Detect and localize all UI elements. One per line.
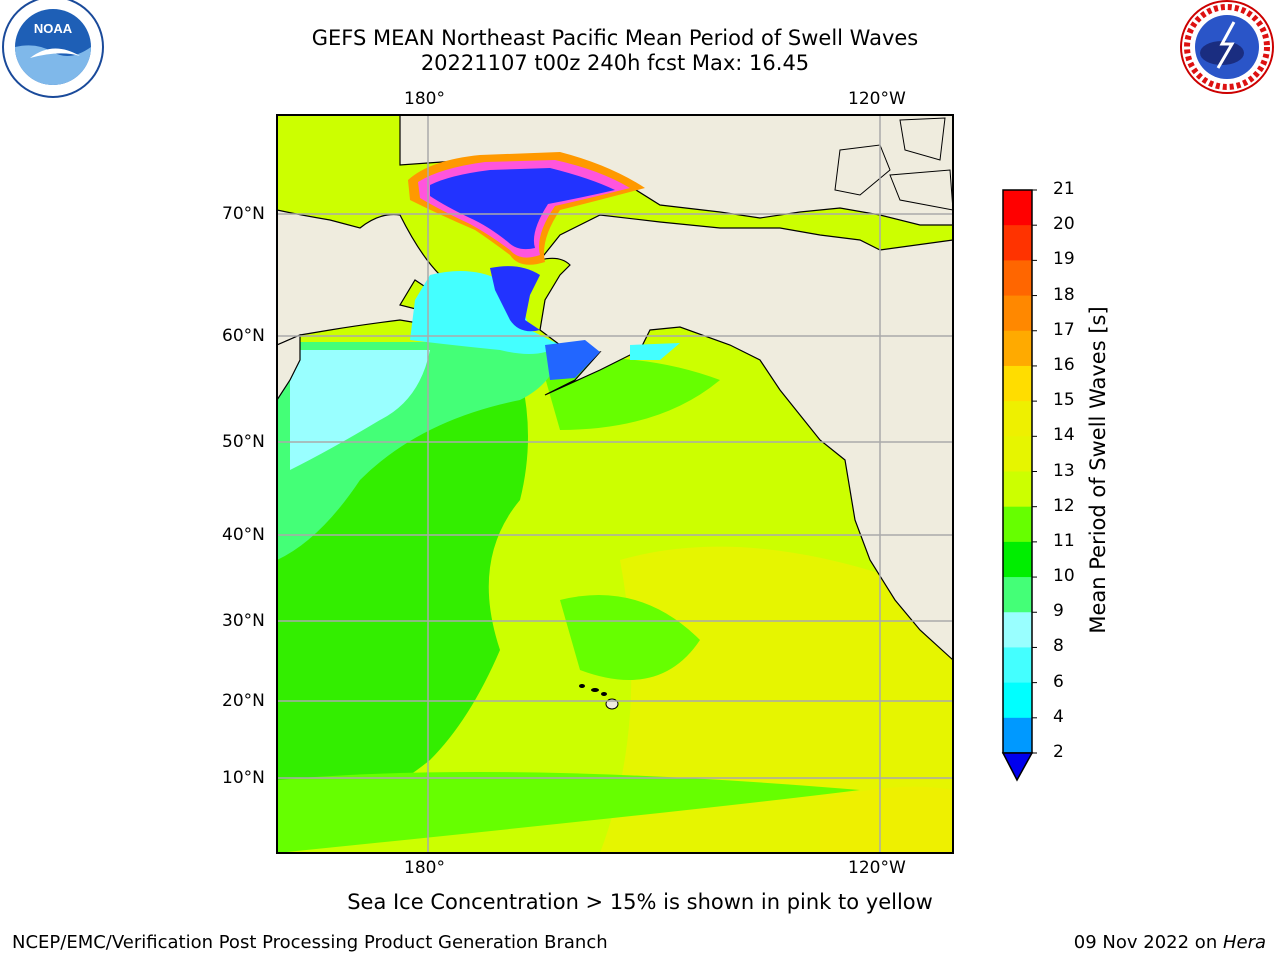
lat-label-10n: 10°N	[222, 768, 265, 788]
colorbar-segment	[1003, 190, 1032, 226]
ocean-zone-yellow	[600, 546, 953, 853]
bristol-bay-blue	[545, 340, 600, 380]
colorbar-segment	[1003, 717, 1032, 754]
graticule	[277, 115, 953, 853]
colorbar-tick-label: 8	[1053, 636, 1064, 657]
ocean-zone-green-south	[277, 772, 860, 853]
footer-date: 09 Nov 2022 on Hera	[1074, 932, 1266, 953]
colorbar-tick-label: 12	[1053, 495, 1075, 516]
colorbar-segment	[1003, 471, 1032, 508]
colorbar-tick-label: 21	[1053, 179, 1075, 199]
lat-label-20n: 20°N	[222, 691, 265, 711]
ocean-zone-cyan	[290, 350, 430, 470]
chart-title: GEFS MEAN Northeast Pacific Mean Period …	[0, 26, 1230, 76]
land-siberia	[277, 115, 472, 346]
land-north-america	[399, 115, 953, 661]
land-arctic-island-2	[899, 117, 946, 161]
colorbar-segment	[1003, 436, 1032, 472]
lat-label-60n: 60°N	[222, 326, 265, 346]
colorbar-tick-label: 19	[1053, 249, 1075, 270]
map-frame	[276, 114, 954, 854]
land-arctic-island-1	[834, 144, 891, 196]
colorbar-segment	[1003, 647, 1032, 684]
lon-label-bottom-120w: 120°W	[848, 858, 906, 878]
colorbar-tick-label: 2	[1053, 742, 1064, 762]
lon-label-bottom-180: 180°	[404, 858, 445, 878]
bering-sea-cyan	[410, 271, 560, 354]
title-line-2: 20221107 t00z 240h fcst Max: 16.45	[420, 51, 810, 75]
lon-label-top-180: 180°	[404, 89, 445, 109]
colorbar-tick-label: 20	[1053, 214, 1075, 235]
colorbar-tick-label: 10	[1053, 566, 1075, 587]
colorbar-tick-label: 9	[1053, 601, 1064, 622]
noaa-logo-text: NOAA	[34, 21, 73, 36]
lat-label-40n: 40°N	[222, 525, 265, 545]
colorbar-tick-label: 11	[1053, 530, 1075, 551]
colorbar-segment	[1003, 295, 1032, 332]
colorbar-segment	[1003, 506, 1032, 543]
colorbar-tick-label: 4	[1053, 706, 1064, 727]
footer-date-text: 09 Nov 2022 on	[1073, 932, 1223, 953]
colorbar-tick-label: 14	[1053, 425, 1075, 446]
colorbar-extend-arrow	[1001, 752, 1034, 782]
sea-ice-blue	[430, 168, 615, 250]
sea-ice-note: Sea Ice Concentration > 15% is shown in …	[347, 890, 933, 914]
land-arctic-island-3	[889, 169, 953, 211]
colorbar-tick-label: 16	[1053, 354, 1075, 375]
noaa-logo: NOAA	[2, 0, 104, 98]
map-area	[277, 115, 953, 853]
lat-label-70n: 70°N	[222, 204, 265, 224]
colorbar-tick-label: 17	[1053, 319, 1075, 340]
colorbar-segment	[1003, 260, 1032, 297]
lat-label-30n: 30°N	[222, 611, 265, 631]
colorbar-tick-label: 6	[1053, 671, 1064, 692]
colorbar-segment	[1003, 330, 1032, 367]
colorbar-segment	[1003, 365, 1032, 402]
colorbar-tick-label: 18	[1053, 284, 1075, 305]
footer-credit: NCEP/EMC/Verification Post Processing Pr…	[12, 932, 608, 953]
bering-sea-blue	[490, 266, 540, 332]
nws-logo	[1180, 0, 1274, 94]
footer-host: Hera	[1222, 932, 1266, 953]
lon-label-top-120w: 120°W	[848, 89, 906, 109]
gulf-alaska-cyan	[630, 343, 680, 360]
colorbar-segment	[1003, 577, 1032, 613]
colorbar-title: Mean Period of Swell Waves [s]	[1086, 306, 1110, 634]
colorbar-segment	[1003, 541, 1032, 578]
colorbar-segment	[1003, 612, 1032, 648]
colorbar-tick-label: 13	[1053, 460, 1075, 481]
colorbar-tick-label: 15	[1053, 390, 1075, 411]
lat-label-50n: 50°N	[222, 432, 265, 452]
colorbar	[1002, 189, 1037, 754]
colorbar-segment	[1003, 682, 1032, 719]
title-line-1: GEFS MEAN Northeast Pacific Mean Period …	[311, 26, 919, 50]
ocean-zone-green-central	[560, 595, 700, 680]
colorbar-segment	[1003, 225, 1032, 261]
colorbar-segment	[1003, 401, 1032, 437]
ocean-zone-high-period	[820, 786, 953, 853]
